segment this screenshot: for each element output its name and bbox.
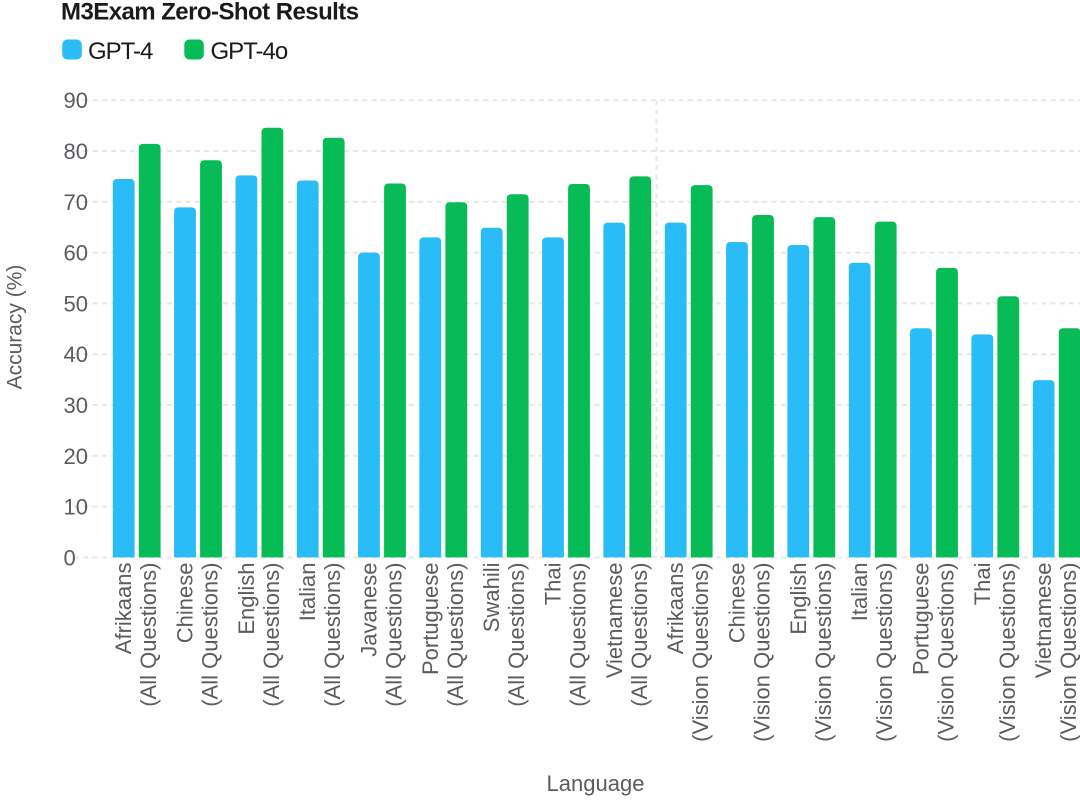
svg-text:80: 80 [64,139,88,164]
svg-text:Vietnamese(Vision Questions): Vietnamese(Vision Questions) [1031,563,1080,742]
svg-text:GPT-4: GPT-4 [88,38,153,65]
svg-text:Chinese(All Questions): Chinese(All Questions) [173,563,223,707]
svg-text:40: 40 [64,342,88,367]
svg-text:Thai(Vision Questions): Thai(Vision Questions) [970,563,1020,742]
svg-text:Swahili(All Questions): Swahili(All Questions) [479,563,529,707]
svg-text:Accuracy (%): Accuracy (%) [4,265,27,390]
svg-text:Italian(All Questions): Italian(All Questions) [295,563,345,707]
svg-text:Portuguese(Vision Questions): Portuguese(Vision Questions) [909,563,959,742]
svg-text:Thai(All Questions): Thai(All Questions) [541,563,591,707]
svg-text:90: 90 [64,88,88,113]
svg-text:30: 30 [64,393,88,418]
svg-text:Afrikaans(All Questions): Afrikaans(All Questions) [111,563,161,707]
svg-text:Portuguese(All Questions): Portuguese(All Questions) [418,563,468,707]
svg-text:Italian(Vision Questions): Italian(Vision Questions) [847,563,897,742]
svg-text:English(All Questions): English(All Questions) [234,563,284,707]
svg-text:GPT-4o: GPT-4o [211,38,288,65]
svg-text:Chinese(Vision Questions): Chinese(Vision Questions) [725,563,775,742]
svg-text:0: 0 [64,545,76,570]
svg-text:Language: Language [547,771,645,796]
svg-text:Afrikaans(Vision Questions): Afrikaans(Vision Questions) [663,563,713,742]
svg-text:English(Vision Questions): English(Vision Questions) [786,563,836,742]
svg-text:70: 70 [64,190,88,215]
svg-text:10: 10 [64,495,88,520]
svg-text:Vietnamese(All Questions): Vietnamese(All Questions) [602,563,652,707]
svg-text:M3Exam Zero-Shot Results: M3Exam Zero-Shot Results [61,0,359,26]
svg-text:20: 20 [64,444,88,469]
svg-text:50: 50 [64,291,88,316]
svg-text:Javanese(All Questions): Javanese(All Questions) [357,563,407,707]
svg-text:60: 60 [64,241,88,266]
